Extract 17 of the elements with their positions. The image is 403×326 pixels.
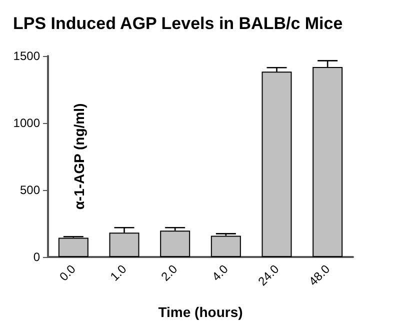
- y-axis-title: α-1-AGP (ng/ml): [71, 103, 87, 210]
- y-tick-label: 500: [20, 183, 40, 197]
- chart-title: LPS Induced AGP Levels in BALB/c Mice: [13, 14, 343, 33]
- x-tick-label: 0.0: [56, 262, 79, 284]
- x-tick-label: 4.0: [209, 262, 232, 284]
- y-tick-label: 0: [33, 250, 40, 264]
- x-tick-label: 1.0: [108, 262, 130, 284]
- x-tick-label: 48.0: [306, 262, 333, 288]
- bar: [262, 72, 292, 257]
- y-tick-label: 1000: [13, 116, 40, 130]
- x-tick-label: 2.0: [158, 262, 180, 284]
- bar: [58, 238, 88, 257]
- bar: [109, 232, 140, 257]
- bar: [160, 230, 190, 257]
- x-axis-title: Time (hours): [158, 304, 243, 320]
- bar: [210, 236, 241, 257]
- y-tick-label: 1500: [13, 49, 40, 63]
